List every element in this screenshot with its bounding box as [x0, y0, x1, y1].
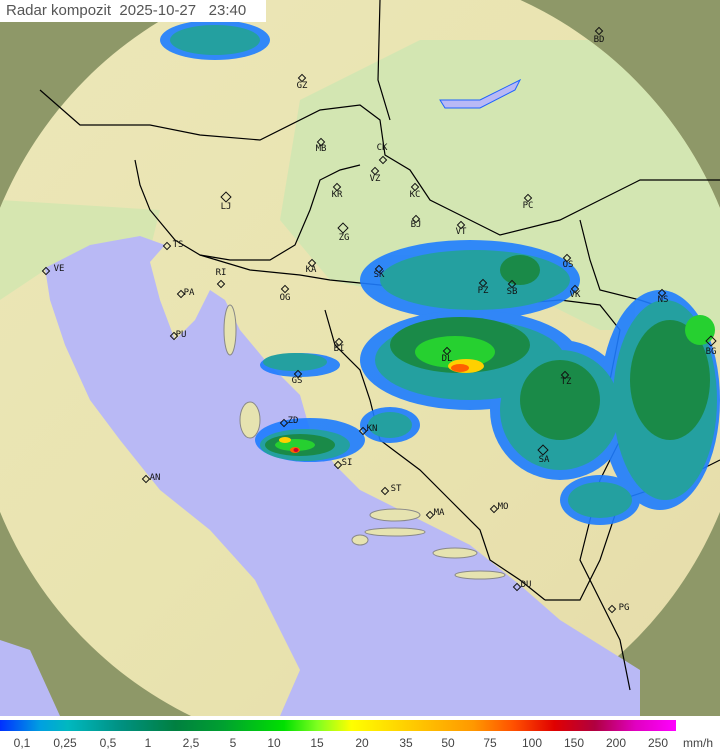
city-label: PU	[175, 330, 187, 340]
map-title: Radar kompozit 2025-10-27 23:40	[0, 0, 266, 22]
city-label: VK	[569, 290, 581, 300]
legend-tick-label: 10	[267, 736, 281, 750]
city-label: PG	[618, 603, 630, 613]
city-label: GS	[291, 376, 303, 386]
legend-tick-label: 0,1	[13, 736, 31, 750]
legend-tick-label: 75	[483, 736, 497, 750]
city-label: ST	[390, 484, 402, 494]
legend-tick-label: 5	[229, 736, 237, 750]
legend-tick-label: 150	[563, 736, 585, 750]
legend-tick-label: 100	[521, 736, 543, 750]
city-label: SK	[373, 270, 385, 280]
city-label: NS	[657, 295, 669, 305]
legend-tick-label: 2,5	[182, 736, 200, 750]
tyrrhenian-sea	[0, 640, 60, 716]
city-label: PA	[183, 288, 195, 298]
legend-tick-label: 35	[399, 736, 413, 750]
city-label: BJ	[410, 220, 422, 230]
city-label: OG	[279, 293, 291, 303]
legend-tick-label: 0,5	[99, 736, 117, 750]
legend-tick-label: 200	[605, 736, 627, 750]
legend-tick-label: 20	[355, 736, 369, 750]
city-label: SA	[538, 455, 550, 465]
city-label: AN	[149, 473, 161, 483]
title-label: Radar kompozit	[6, 2, 112, 19]
city-label: BG	[705, 347, 717, 357]
city-label: PZ	[477, 286, 489, 296]
legend-tick-label: 0,25	[53, 736, 77, 750]
city-label: SB	[506, 287, 518, 297]
city-label: VE	[53, 264, 65, 274]
adriatic-sea	[45, 236, 640, 716]
city-label: TZ	[560, 377, 572, 387]
city-label: MO	[497, 502, 509, 512]
legend-tick-label: 50	[441, 736, 455, 750]
city-label: GZ	[296, 81, 308, 91]
city-label: ZD	[287, 416, 299, 426]
lake-balaton	[439, 78, 522, 109]
city-label: DL	[441, 354, 453, 364]
city-label: OS	[562, 260, 574, 270]
city-label: CK	[376, 143, 388, 153]
city-label: BD	[593, 35, 605, 45]
city-label: MB	[315, 144, 327, 154]
po-valley	[0, 200, 160, 300]
city-label: SI	[341, 458, 353, 468]
city-label: KN	[366, 424, 378, 434]
city-label: KA	[305, 265, 317, 275]
city-label: DU	[520, 580, 532, 590]
city-label: LJ	[220, 202, 232, 212]
city-label: VZ	[369, 174, 381, 184]
radar-map	[0, 0, 720, 716]
city-label: BI	[333, 344, 345, 354]
city-label: MA	[433, 508, 445, 518]
legend-tick-label: 15	[310, 736, 324, 750]
legend-unit: mm/h	[683, 736, 713, 750]
title-time: 23:40	[208, 2, 247, 19]
city-label: ZG	[338, 233, 350, 243]
city-label: RI	[215, 268, 227, 278]
city-label: PC	[522, 201, 534, 211]
precipitation-echoes	[160, 20, 720, 525]
city-label: KC	[409, 190, 421, 200]
legend-tick-label: 250	[647, 736, 669, 750]
legend-tick-label: 1	[144, 736, 152, 750]
city-label: TS	[172, 240, 184, 250]
city-label: VT	[455, 227, 467, 237]
title-date: 2025-10-27	[119, 2, 197, 19]
precipitation-colorbar	[0, 720, 676, 731]
city-label: KR	[331, 190, 343, 200]
